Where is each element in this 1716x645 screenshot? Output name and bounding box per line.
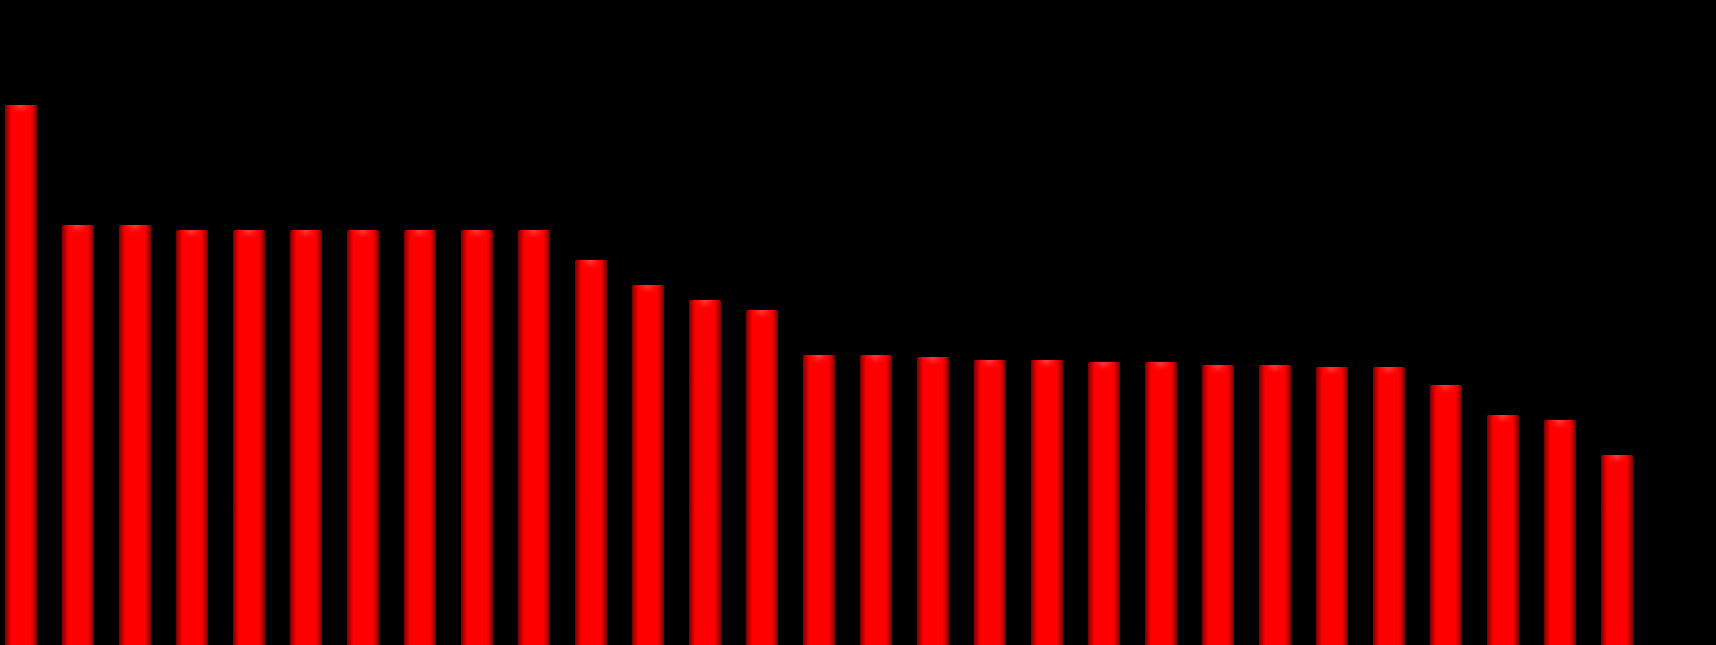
bar	[974, 360, 1006, 645]
bar	[575, 260, 607, 645]
bar	[1088, 362, 1120, 645]
bar	[1601, 455, 1633, 645]
bar	[1259, 365, 1291, 645]
bar	[917, 357, 949, 645]
bar	[518, 230, 550, 645]
bar	[404, 230, 436, 645]
bar	[347, 230, 379, 645]
plot-area	[0, 105, 1716, 645]
bar	[1316, 367, 1348, 645]
bar	[119, 225, 151, 645]
bar	[1031, 360, 1063, 645]
bar	[746, 310, 778, 645]
bar	[1487, 415, 1519, 645]
bar	[461, 230, 493, 645]
chart-container	[0, 0, 1716, 645]
bar	[233, 230, 265, 645]
bar	[689, 300, 721, 645]
bar	[1430, 385, 1462, 645]
bar	[290, 230, 322, 645]
bar	[1544, 420, 1576, 645]
bar	[803, 355, 835, 645]
bar	[176, 230, 208, 645]
bar	[62, 225, 94, 645]
bar	[632, 285, 664, 645]
bar	[1202, 365, 1234, 645]
bar	[5, 105, 37, 645]
bar	[1145, 362, 1177, 645]
bar	[860, 355, 892, 645]
bar	[1373, 367, 1405, 645]
